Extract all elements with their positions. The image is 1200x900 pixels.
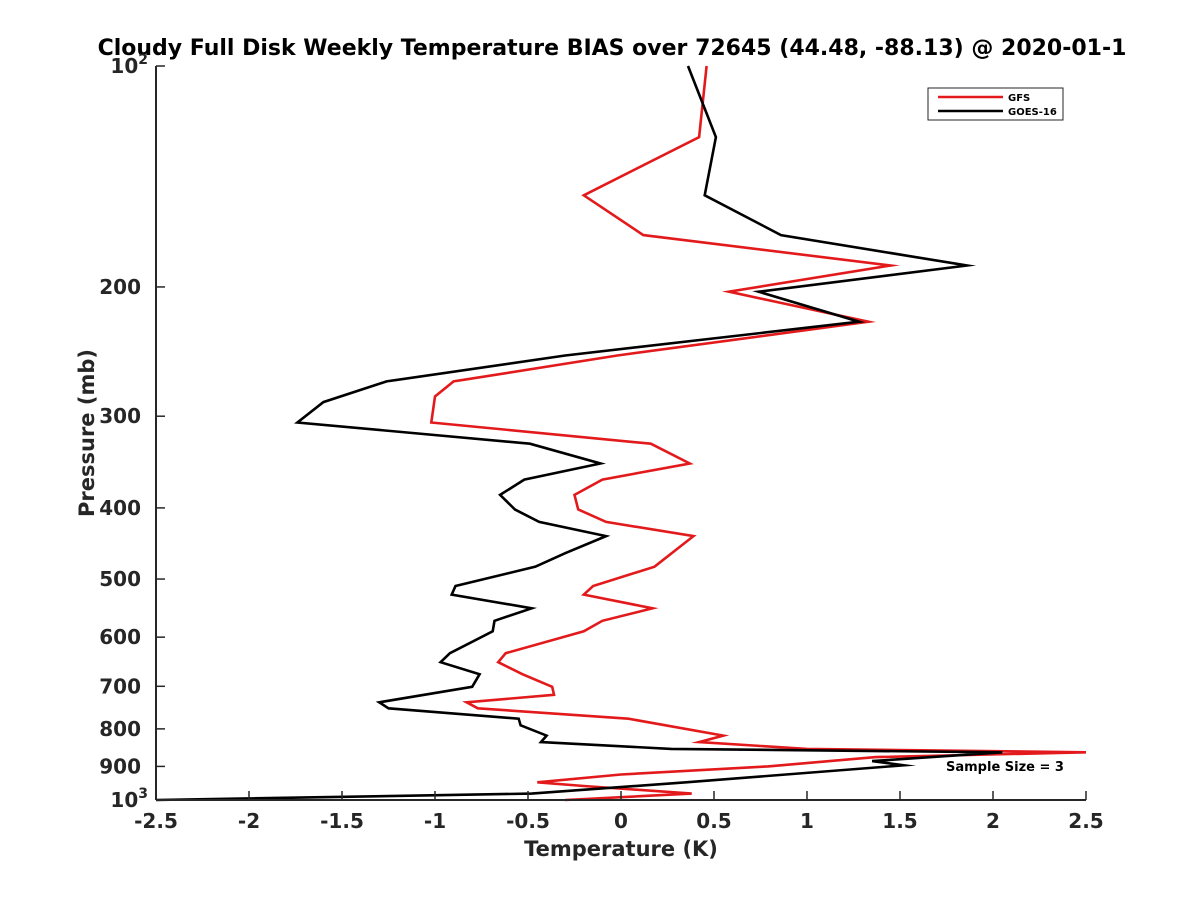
plot-lines — [155, 65, 1087, 802]
sample-size-annotation: Sample Size = 3 — [946, 760, 1064, 775]
x-tick-label: -0.5 — [506, 809, 550, 833]
y-axis-ticks: 102 200 300 400 500 600 700 800 900 103 — [99, 52, 165, 812]
x-axis-ticks: -2.5 -2 -1.5 -1 -0.5 0 0.5 1 1.5 2 2.5 — [134, 791, 1104, 833]
y-tick-label: 103 — [110, 786, 148, 812]
x-axis-label: Temperature (K) — [524, 837, 718, 861]
x-tick-label: 0.5 — [696, 809, 731, 833]
x-tick-label: -1.5 — [320, 809, 364, 833]
y-tick-label: 300 — [99, 404, 141, 428]
y-tick-label: 102 — [110, 52, 148, 78]
legend: GFS GOES-16 — [927, 87, 1064, 121]
legend-label-goes16: GOES-16 — [1008, 107, 1057, 118]
x-tick-label: 2 — [986, 809, 1000, 833]
series-line-goes16 — [155, 65, 1003, 802]
x-tick-label: -1 — [424, 809, 446, 833]
x-tick-label: 0 — [614, 809, 628, 833]
x-tick-label: 2.5 — [1068, 809, 1103, 833]
x-tick-label: -2 — [238, 809, 260, 833]
y-tick-label: 400 — [99, 496, 141, 520]
legend-box — [927, 87, 1064, 121]
x-tick-label: -2.5 — [134, 809, 178, 833]
y-tick-label: 500 — [99, 567, 141, 591]
y-axis-label: Pressure (mb) — [75, 349, 99, 517]
y-tick-label: 200 — [99, 275, 141, 299]
x-tick-label: 1.5 — [882, 809, 917, 833]
y-tick-label: 700 — [99, 674, 141, 698]
y-tick-label: 800 — [99, 717, 141, 741]
legend-label-gfs: GFS — [1008, 93, 1030, 104]
chart-title: Cloudy Full Disk Weekly Temperature BIAS… — [98, 36, 1127, 61]
y-tick-label: 600 — [99, 625, 141, 649]
y-tick-label: 900 — [99, 754, 141, 778]
series-line-gfs — [429, 65, 1087, 802]
x-tick-label: 1 — [800, 809, 814, 833]
